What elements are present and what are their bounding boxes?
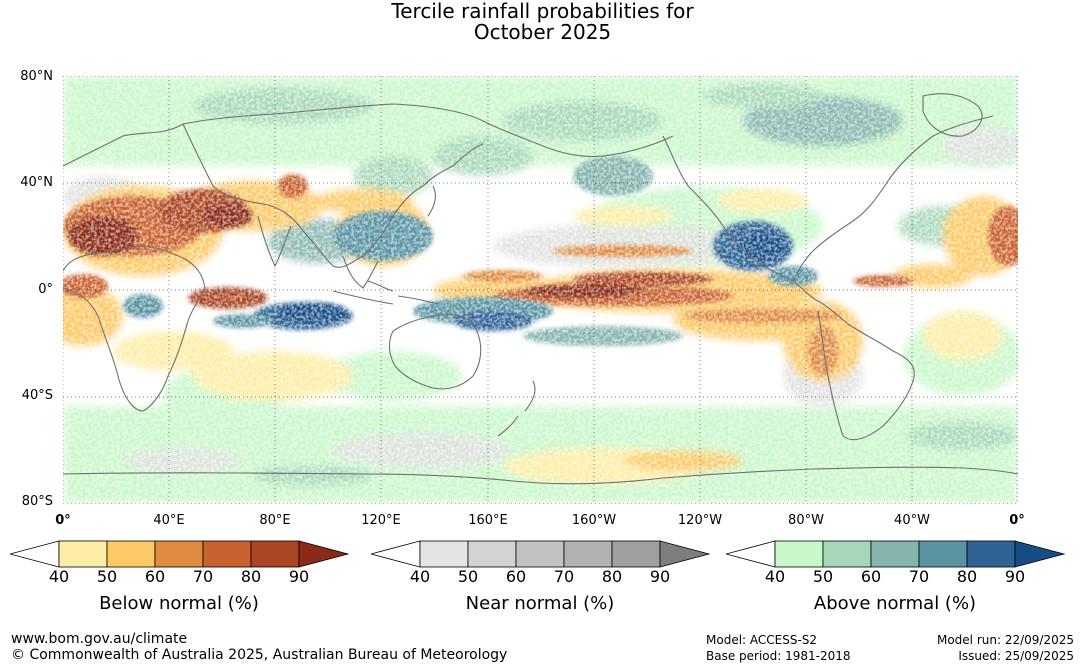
legend-below-seg-5 [250,540,300,568]
legend-above-seg-1 [774,540,824,568]
legend-below-tick-90: 90 [288,567,310,586]
legend-near-seg-6 [659,540,711,568]
footer-url[interactable]: www.bom.gov.au/climate [11,631,188,647]
legend-near-normal-colorbar [371,540,711,568]
legend-above-seg-0 [726,540,776,568]
legend-below-seg-2 [106,540,156,568]
coastline-indochina [342,255,379,289]
legend-below-seg-0 [10,540,60,568]
legend-below-tick-50: 50 [96,567,118,586]
legend-below-tick-60: 60 [144,567,166,586]
legend-near-seg-4 [563,540,613,568]
legend-near-seg-0 [371,540,421,568]
coastline-south-america [792,280,915,441]
lat-label-80s: 80°S [21,494,53,509]
lon-label-0-right: 0° [1009,513,1025,528]
map-title-line-2: October 2025 [473,20,612,44]
coastline-eurasia-north [63,103,674,167]
graticule [63,76,1018,504]
coastline-antarctica [63,466,1018,485]
footer-issued: Issued: 25/09/2025 [958,649,1074,663]
lat-label-40n: 40°N [20,175,53,190]
lat-label-80n: 80°N [20,69,53,84]
coastline-new-zealand [497,380,536,437]
lon-label-40e: 40°E [153,513,185,528]
coastline-north-america [662,115,994,282]
coastline-indonesia [332,280,439,305]
legend-near-tick-50: 50 [457,567,479,586]
legend-above-tick-90: 90 [1004,567,1026,586]
lon-label-80e: 80°E [259,513,291,528]
legend-below-seg-6 [298,540,350,568]
legend-near-tick-60: 60 [505,567,527,586]
map-title-line-1: Tercile rainfall probabilities for [391,0,694,23]
legend-above-tick-60: 60 [860,567,882,586]
legend-near-seg-1 [419,540,469,568]
footer-model: Model: ACCESS-S2 [706,633,818,647]
legend-above-tick-70: 70 [908,567,930,586]
legend-near-tick-70: 70 [553,567,575,586]
lat-label-40s: 40°S [21,388,53,403]
legend-above-seg-3 [870,540,920,568]
legend-above-seg-4 [918,540,968,568]
coastline-greenland [922,93,983,137]
legend-above-tick-40: 40 [764,567,786,586]
legend-below-title: Below normal (%) [99,593,259,614]
legend-above-normal-colorbar [726,540,1066,568]
legend-below-tick-80: 80 [240,567,262,586]
coastline-australia [388,313,482,390]
legend-below-tick-40: 40 [48,567,70,586]
coastlines [63,93,1018,485]
legend-below-seg-4 [202,540,252,568]
legend-above-title: Above normal (%) [813,593,977,614]
lon-label-120e: 120°E [361,513,401,528]
legend-above-seg-5 [966,540,1016,568]
footer-copyright: © Commonwealth of Australia 2025, Austra… [11,647,508,663]
legend-near-tick-80: 80 [601,567,623,586]
legend-above-tick-50: 50 [812,567,834,586]
lon-label-160w: 160°W [571,513,617,528]
footer-model-run: Model run: 22/09/2025 [936,633,1074,647]
lat-label-eq: 0° [38,282,53,297]
coastline-africa [63,245,206,412]
legend-below-seg-1 [58,540,108,568]
legend-near-title: Near normal (%) [465,593,615,614]
legend-near-seg-5 [611,540,661,568]
legend-above-seg-6 [1014,540,1066,568]
legend-below-normal-colorbar [10,540,350,568]
legend-near-tick-40: 40 [409,567,431,586]
legend-above-seg-2 [822,540,872,568]
lon-label-80w: 80°W [788,513,824,528]
footer-base-period: Base period: 1981-2018 [706,649,851,663]
legend-near-tick-90: 90 [649,567,671,586]
legend-below-tick-70: 70 [192,567,214,586]
legend-near-seg-3 [515,540,565,568]
coastline-japan [427,185,437,217]
legend-above-tick-80: 80 [956,567,978,586]
lon-label-120w: 120°W [677,513,723,528]
rainfall-probability-map [63,76,1018,504]
legend-near-seg-2 [467,540,517,568]
legend-below-seg-3 [154,540,204,568]
lon-label-40w: 40°W [894,513,930,528]
coastline-india [257,215,292,268]
lon-label-160e: 160°E [468,513,508,528]
lon-label-0-left: 0° [55,513,71,528]
speckle-texture [63,76,1018,504]
